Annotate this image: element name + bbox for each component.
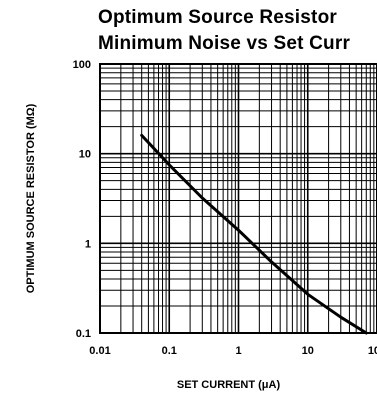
y-tick-label: 0.1 — [76, 328, 91, 340]
tick-labels: 0.01 0.1 1 10 100 100 10 1 0.1 — [73, 59, 377, 357]
y-axis-label: OPTIMUM SOURCE RESISTOR (MΩ) — [25, 103, 37, 293]
chart-title-line-2: Minimum Noise vs Set Curr — [98, 33, 351, 54]
y-tick-label: 1 — [85, 238, 91, 250]
chart-title-line-1: Optimum Source Resistor — [98, 7, 337, 28]
x-axis-label: SET CURRENT (μA) — [177, 379, 281, 391]
series-layer — [140, 133, 368, 335]
x-tick-label: 1 — [235, 345, 241, 357]
y-tick-label: 100 — [73, 59, 91, 71]
x-tick-label: 100 — [368, 345, 377, 357]
x-tick-label: 0.1 — [162, 345, 177, 357]
plot-frame — [99, 63, 377, 334]
x-tick-label: 0.01 — [89, 345, 110, 357]
grid — [99, 64, 377, 334]
x-tick-label: 10 — [302, 345, 314, 357]
y-tick-label: 10 — [79, 149, 91, 161]
series-line — [140, 133, 368, 335]
